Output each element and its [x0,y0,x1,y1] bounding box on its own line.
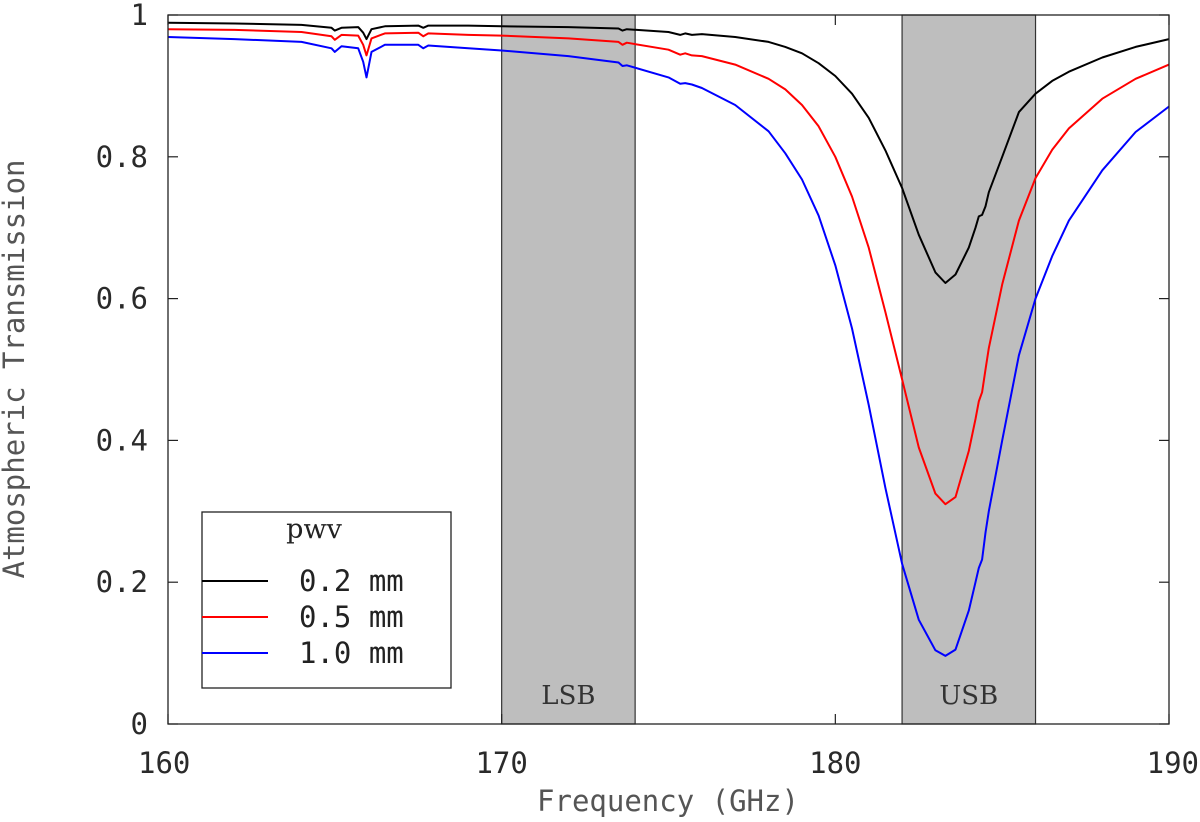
ticks-layer: 160 170 180 190 0 0.2 0.4 0.6 0.8 1 [96,0,1199,780]
legend-label-0-5mm: 0.5 mm [299,600,404,634]
legend: pwv 0.2 mm 0.5 mm 1.0 mm [201,511,452,689]
series-line-1-0-mm [167,36,1170,657]
series-layer [167,21,1170,657]
x-tick-label: 190 [1147,746,1199,780]
legend-label-0-2mm: 0.2 mm [299,564,404,598]
y-axis-title: Atmospheric Transmission [0,159,31,578]
x-axis-title: Frequency (GHz) [537,784,799,818]
band-usb [901,14,1037,725]
band-layer: LSB USB [501,14,1037,725]
series-line-0-5-mm [167,28,1170,506]
x-tick-label: 170 [475,746,527,780]
legend-title: pwv [286,514,342,545]
plot-frame [167,14,1170,725]
band-lsb [501,14,636,725]
y-tick-label: 1 [131,0,148,32]
band-label-lsb: LSB [541,681,595,711]
legend-box [201,511,452,689]
y-tick-label: 0.4 [96,423,148,457]
y-tick-label: 0.8 [96,140,148,174]
y-tick-label: 0.6 [96,282,148,316]
x-tick-label: 180 [809,746,861,780]
band-label-usb: USB [939,681,998,711]
legend-label-1-0mm: 1.0 mm [299,636,404,670]
x-tick-label: 160 [138,746,190,780]
y-tick-label: 0 [131,707,148,741]
y-tick-label: 0.2 [96,565,148,599]
axes-layer [167,14,1170,725]
series-line-0-2-mm [167,21,1170,284]
